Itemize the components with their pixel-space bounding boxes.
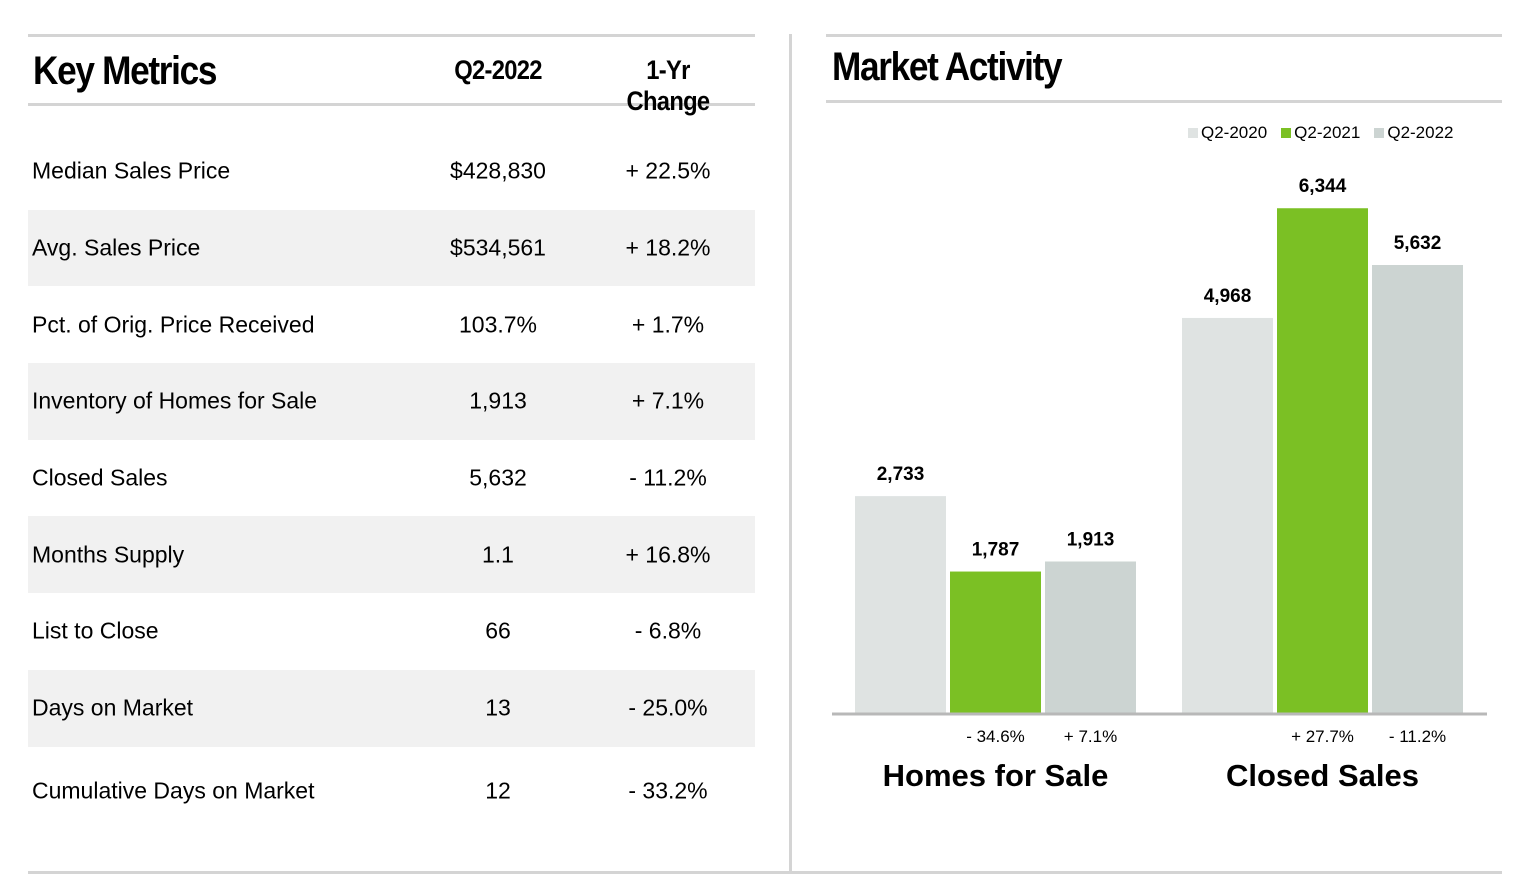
change-label: - 34.6% <box>966 727 1025 746</box>
metric-label: Avg. Sales Price <box>32 234 201 261</box>
metric-label: Median Sales Price <box>32 157 231 184</box>
top-rule <box>28 34 755 37</box>
metric-change: + 16.8% <box>625 541 711 568</box>
legend-swatch <box>1374 128 1385 138</box>
metric-label: Pct. of Orig. Price Received <box>32 311 315 338</box>
metric-value: 12 <box>485 777 511 803</box>
bar <box>855 496 946 714</box>
bar-value-label: 1,787 <box>972 540 1020 561</box>
table-row: Days on Market 13 - 25.0% <box>28 669 755 747</box>
category-label: Closed Sales <box>1226 758 1419 793</box>
metric-label: Closed Sales <box>32 464 168 491</box>
bar-value-label: 4,968 <box>1204 286 1252 307</box>
key-metrics-title: Key Metrics <box>33 49 217 93</box>
metric-value: $534,561 <box>450 234 546 261</box>
table-row: Inventory of Homes for Sale 1,913 + 7.1% <box>28 363 755 440</box>
market-activity-header-rule <box>826 100 1502 103</box>
metric-change: - 11.2% <box>629 464 707 491</box>
metric-value: 5,632 <box>469 464 527 491</box>
metric-value: 66 <box>485 617 511 644</box>
period-column-header: Q2-2022 <box>454 55 542 85</box>
table-row: Months Supply 1.1 + 16.8% <box>28 516 755 594</box>
metric-label: Inventory of Homes for Sale <box>32 387 318 414</box>
metric-change: + 18.2% <box>625 234 711 261</box>
bar-value-label: 5,632 <box>1394 233 1442 254</box>
metric-change: - 33.2% <box>628 777 708 803</box>
bar <box>1277 208 1368 714</box>
legend-item: Q2-2021 <box>1281 123 1360 143</box>
table-row: Cumulative Days on Market 12 - 33.2% <box>28 747 755 835</box>
legend-item: Q2-2020 <box>1188 123 1267 143</box>
metric-change: - 6.8% <box>634 617 702 644</box>
legend-swatch <box>1281 128 1292 138</box>
metric-value: $428,830 <box>450 157 546 184</box>
change-column-header: 1-Yr Change <box>626 55 711 116</box>
metric-label: List to Close <box>32 617 159 644</box>
legend-label: Q2-2021 <box>1294 123 1361 142</box>
bar-value-label: 1,913 <box>1067 529 1115 550</box>
table-row: Median Sales Price $428,830 + 22.5% <box>28 133 755 210</box>
metric-value: 1,913 <box>469 387 527 414</box>
metric-label: Days on Market <box>32 694 194 721</box>
metric-value: 13 <box>485 694 511 721</box>
table-row: Closed Sales 5,632 - 11.2% <box>28 440 755 517</box>
metric-change: + 1.7% <box>631 311 705 338</box>
metric-change: - 25.0% <box>628 694 708 721</box>
bottom-rule <box>28 871 1502 874</box>
legend-label: Q2-2022 <box>1387 123 1454 142</box>
market-activity-top-rule <box>826 34 1502 37</box>
bar <box>950 571 1041 714</box>
bar-value-label: 6,344 <box>1299 176 1347 197</box>
change-label: + 7.1% <box>1064 727 1117 746</box>
legend-swatch <box>1188 128 1198 138</box>
change-label: + 27.7% <box>1291 727 1354 746</box>
bar <box>1372 265 1463 714</box>
panel-divider <box>789 34 792 872</box>
metric-value: 103.7% <box>458 311 537 338</box>
market-activity-title: Market Activity <box>832 45 1063 89</box>
metric-label: Months Supply <box>32 541 185 568</box>
category-label: Homes for Sale <box>883 758 1109 793</box>
bar <box>1182 317 1273 714</box>
metric-change: + 7.1% <box>631 387 705 414</box>
table-header: Key Metrics Q2-2022 1-Yr Change <box>28 37 755 116</box>
legend-label: Q2-2020 <box>1201 123 1268 142</box>
change-label: - 11.2% <box>1389 727 1446 746</box>
bar <box>1045 561 1136 714</box>
header-rule <box>28 103 755 106</box>
legend-item: Q2-2022 <box>1374 123 1454 143</box>
metric-change: + 22.5% <box>625 157 711 184</box>
chart-legend: Q2-2020 Q2-2021 Q2-2022 <box>1188 123 1454 143</box>
metric-label: Cumulative Days on Market <box>32 777 315 803</box>
table-row: Avg. Sales Price $534,561 + 18.2% <box>28 209 755 287</box>
table-row: List to Close 66 - 6.8% <box>28 593 755 670</box>
table-row: Pct. of Orig. Price Received 103.7% + 1.… <box>28 286 755 363</box>
bar-value-label: 2,733 <box>877 464 925 485</box>
metrics-table-body: Median Sales Price $428,830 + 22.5% Avg.… <box>28 133 755 835</box>
metric-value: 1.1 <box>482 541 514 568</box>
key-metrics-panel: Key Metrics Q2-2022 1-Yr Change <box>28 34 755 116</box>
